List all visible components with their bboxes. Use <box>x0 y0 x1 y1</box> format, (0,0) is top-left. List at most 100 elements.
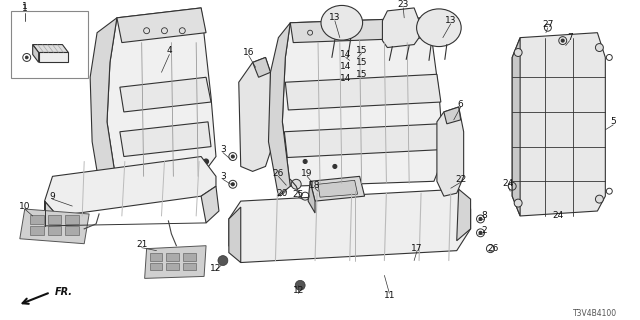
Circle shape <box>218 256 228 266</box>
Text: 27: 27 <box>542 20 554 29</box>
Polygon shape <box>117 8 206 43</box>
Polygon shape <box>291 18 432 43</box>
Text: 19: 19 <box>301 169 313 178</box>
Text: 13: 13 <box>445 16 456 25</box>
Polygon shape <box>90 18 117 201</box>
Text: 2: 2 <box>482 226 487 235</box>
Ellipse shape <box>321 5 363 40</box>
Polygon shape <box>38 52 68 62</box>
Polygon shape <box>285 74 441 110</box>
Bar <box>183 262 196 270</box>
Polygon shape <box>512 38 520 216</box>
Circle shape <box>479 231 482 234</box>
Circle shape <box>291 179 301 189</box>
Text: 1: 1 <box>22 3 28 12</box>
Text: 14: 14 <box>340 74 351 83</box>
Polygon shape <box>269 23 291 196</box>
Polygon shape <box>45 201 58 241</box>
Text: 13: 13 <box>329 13 340 22</box>
Text: 3: 3 <box>220 172 226 181</box>
Polygon shape <box>308 181 315 213</box>
Polygon shape <box>229 207 241 262</box>
Polygon shape <box>145 246 206 278</box>
Text: 7: 7 <box>567 33 573 42</box>
Text: 14: 14 <box>340 62 351 71</box>
Polygon shape <box>383 8 419 48</box>
Text: 15: 15 <box>356 70 367 79</box>
Text: 3: 3 <box>220 145 226 154</box>
Polygon shape <box>318 180 358 197</box>
Circle shape <box>231 155 234 158</box>
Text: 17: 17 <box>412 244 423 253</box>
Polygon shape <box>120 77 211 112</box>
Circle shape <box>561 39 564 42</box>
Polygon shape <box>201 186 219 223</box>
Text: 12: 12 <box>292 286 304 295</box>
Text: 9: 9 <box>50 192 56 201</box>
Circle shape <box>303 159 307 164</box>
Text: 22: 22 <box>455 175 467 184</box>
Polygon shape <box>284 124 442 157</box>
Text: 16: 16 <box>243 48 255 57</box>
Text: 8: 8 <box>481 212 487 220</box>
Circle shape <box>514 49 522 56</box>
Polygon shape <box>253 58 271 77</box>
Text: 24: 24 <box>552 212 563 220</box>
Polygon shape <box>512 33 605 216</box>
Text: T3V4B4100: T3V4B4100 <box>573 308 617 317</box>
Circle shape <box>231 183 234 186</box>
Circle shape <box>595 195 604 203</box>
Bar <box>65 215 79 224</box>
Text: 1: 1 <box>22 4 28 13</box>
Polygon shape <box>437 107 463 196</box>
Polygon shape <box>120 122 211 156</box>
Bar <box>150 262 163 270</box>
Polygon shape <box>444 107 461 124</box>
Text: 26: 26 <box>488 244 499 253</box>
Polygon shape <box>457 189 470 241</box>
Polygon shape <box>107 8 216 186</box>
Text: 12: 12 <box>211 264 221 273</box>
Bar <box>47 226 61 235</box>
Circle shape <box>479 218 482 220</box>
Bar <box>166 262 179 270</box>
Bar <box>29 226 44 235</box>
Text: 18: 18 <box>309 181 321 190</box>
Text: 4: 4 <box>166 46 172 55</box>
Circle shape <box>333 164 337 168</box>
Polygon shape <box>33 44 38 62</box>
Text: 26: 26 <box>273 169 284 178</box>
Bar <box>11 11 88 78</box>
Bar <box>29 215 44 224</box>
Circle shape <box>25 56 28 59</box>
Circle shape <box>295 280 305 290</box>
Text: 24: 24 <box>502 179 514 188</box>
Polygon shape <box>33 44 68 52</box>
Circle shape <box>514 199 522 207</box>
Text: 5: 5 <box>611 117 616 126</box>
Polygon shape <box>229 189 470 262</box>
Bar <box>150 252 163 260</box>
Text: 25: 25 <box>292 190 304 199</box>
Text: 11: 11 <box>383 291 395 300</box>
Circle shape <box>595 44 604 52</box>
Text: FR.: FR. <box>54 287 72 297</box>
Polygon shape <box>20 209 89 244</box>
Polygon shape <box>310 176 365 201</box>
Bar <box>166 252 179 260</box>
Text: 15: 15 <box>356 58 367 67</box>
Polygon shape <box>239 58 271 172</box>
Text: 6: 6 <box>458 100 463 108</box>
Bar <box>65 226 79 235</box>
Polygon shape <box>45 156 216 216</box>
Text: 10: 10 <box>19 202 31 211</box>
Bar <box>47 215 61 224</box>
Text: 20: 20 <box>276 189 288 198</box>
Circle shape <box>204 159 209 164</box>
Bar <box>183 252 196 260</box>
Polygon shape <box>282 18 444 186</box>
Text: 21: 21 <box>136 240 147 249</box>
Text: 15: 15 <box>356 46 367 55</box>
Text: 14: 14 <box>340 50 351 59</box>
Text: 23: 23 <box>397 0 409 10</box>
